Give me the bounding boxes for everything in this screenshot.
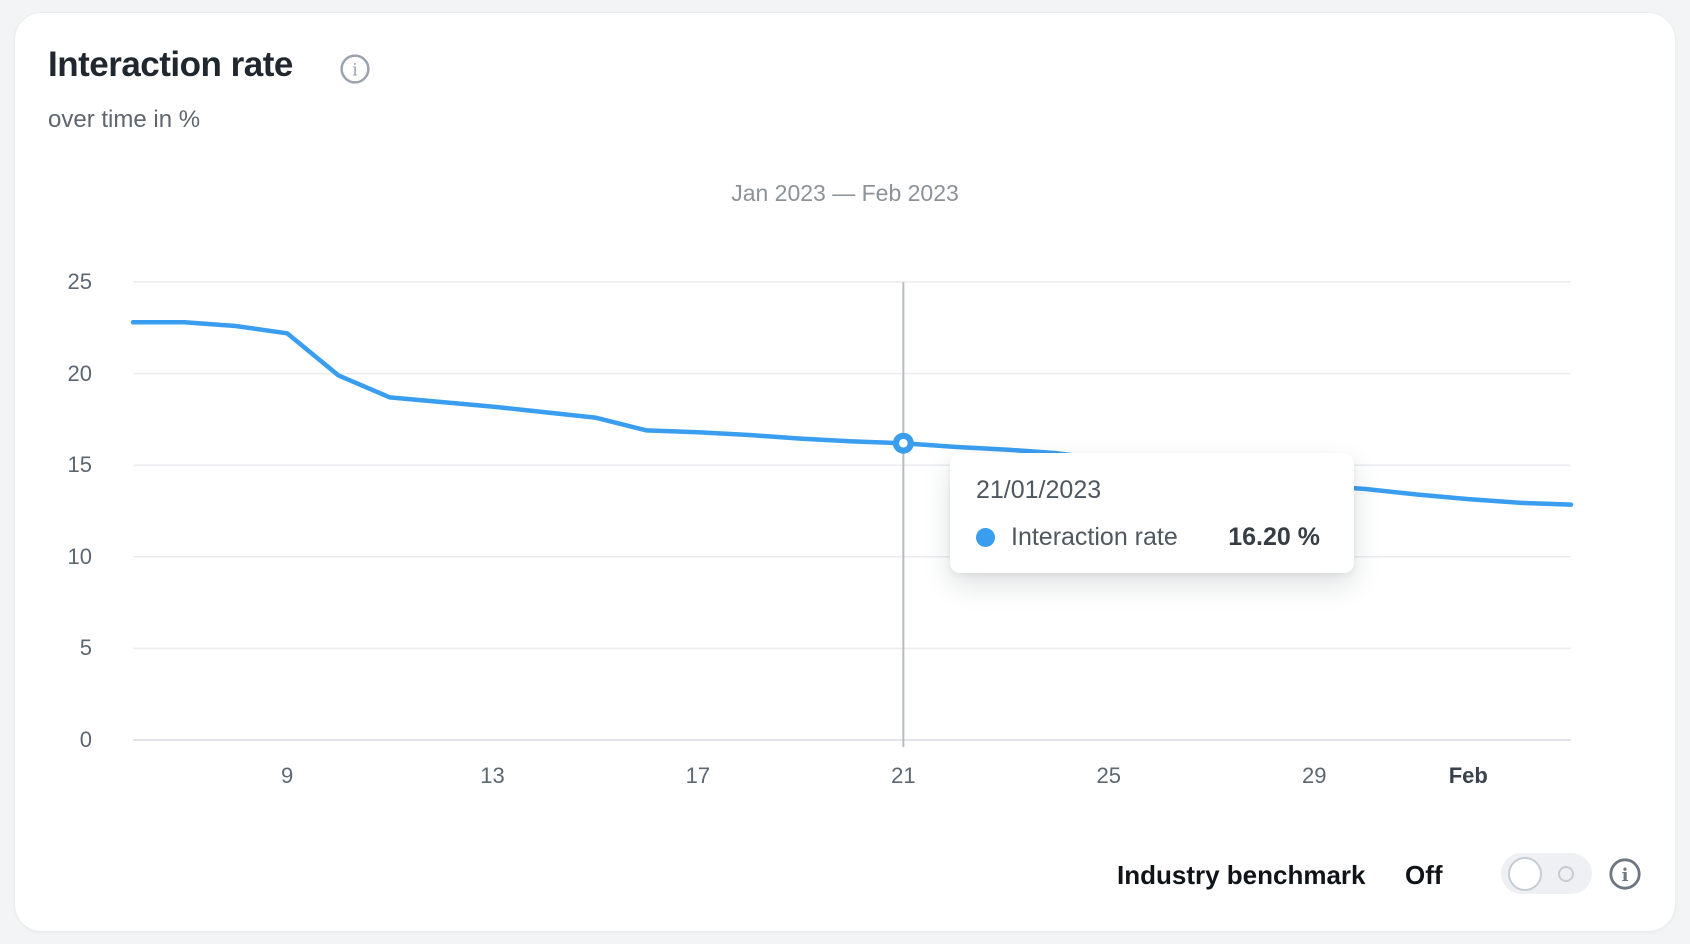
svg-text:i: i [1622,865,1629,886]
chart-subtitle: over time in % [48,106,201,133]
benchmark-state-text: Off [1405,860,1443,890]
page-title: Interaction rate [48,45,293,84]
benchmark-toggle[interactable] [1501,853,1592,894]
industry-benchmark-label: Industry benchmark [1117,860,1366,890]
x-axis-label: 9 [280,763,294,788]
title-info-icon[interactable]: i [339,53,371,85]
toggle-target-circle-icon [1558,866,1574,882]
x-axis-label: 25 [1096,763,1122,788]
chart-tooltip: 21/01/2023 Interaction rate 16.20 % [950,453,1354,573]
y-axis-label: 10 [67,543,92,569]
tooltip-series-label: Interaction rate [1011,523,1178,551]
series-dot-icon [976,528,995,547]
tooltip-series-row: Interaction rate 16.20 % [976,523,1320,552]
x-axis-label: 29 [1301,763,1327,788]
x-axis-label: 21 [891,763,916,788]
chart-plot-area[interactable] [133,282,1571,740]
y-axis-label: 20 [67,360,92,386]
date-range-label: Jan 2023 — Feb 2023 [731,180,959,206]
y-axis-label: 25 [67,269,92,294]
x-axis-label: 13 [480,763,505,788]
tooltip-value: 16.20 % [1228,523,1320,551]
benchmark-info-icon[interactable]: i [1608,857,1642,891]
toggle-knob[interactable] [1508,857,1542,891]
x-axis-label: Feb [1448,763,1488,788]
y-axis-label: 5 [79,635,92,661]
y-axis-label: 0 [79,727,92,752]
tooltip-date: 21/01/2023 [976,476,1102,504]
y-axis-label: 15 [67,452,92,478]
svg-text:i: i [352,60,358,80]
x-axis-label: 17 [685,763,711,788]
